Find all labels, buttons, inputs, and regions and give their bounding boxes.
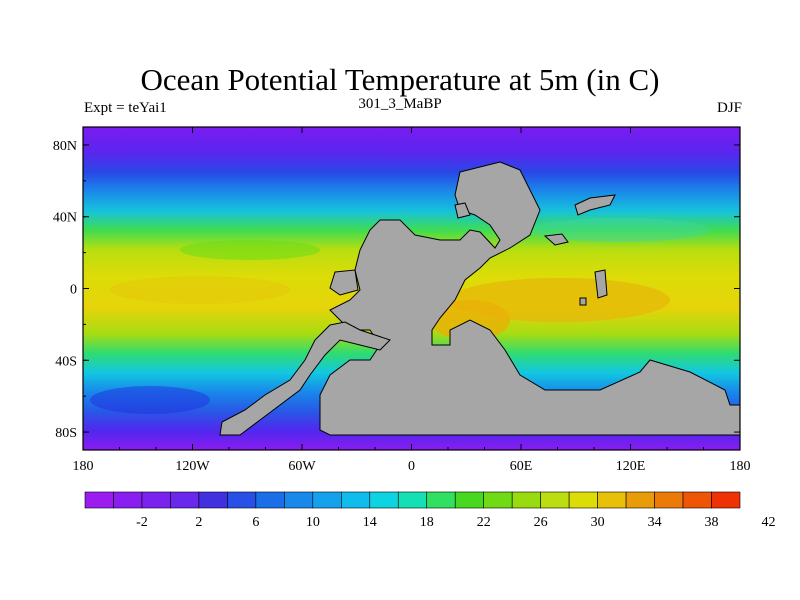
land-island-small — [594, 269, 608, 299]
x-tick-label: 120W — [175, 459, 210, 474]
y-tick-label: 40N — [53, 211, 77, 226]
colorbar-label: 18 — [420, 515, 434, 530]
land-masses — [219, 161, 741, 436]
colorbar-swatch — [141, 491, 171, 509]
colorbar-label: 10 — [306, 515, 320, 530]
colorbar-swatch — [84, 491, 114, 509]
colorbar-swatch — [113, 491, 143, 509]
colorbar-swatch — [625, 491, 655, 509]
colorbar-swatch — [597, 491, 627, 509]
colorbar-swatch — [540, 491, 570, 509]
x-tick-label: 120E — [616, 459, 646, 474]
colorbar-swatch — [255, 491, 285, 509]
colorbar: -2 2 6 10 14 18 22 26 30 34 38 42 — [84, 491, 775, 530]
colorbar-label: 34 — [648, 515, 662, 530]
plot-title: Ocean Potential Temperature at 5m (in C) — [140, 62, 660, 97]
y-tick-label: 40S — [55, 354, 77, 369]
land-island-north — [543, 233, 569, 246]
colorbar-swatch — [284, 491, 314, 509]
land-isle-gulf — [329, 269, 359, 296]
colorbar-swatch — [397, 491, 428, 509]
colorbar-label: 2 — [195, 515, 202, 530]
experiment-label: Expt = teYai1 — [84, 100, 167, 116]
land-island-tiny — [579, 297, 587, 306]
y-tick-label: 0 — [70, 283, 77, 298]
y-tick-label: 80S — [55, 426, 77, 441]
land-island-east — [574, 194, 616, 216]
colorbar-label: 6 — [252, 515, 259, 530]
colorbar-swatch — [711, 491, 741, 509]
season-label: DJF — [716, 100, 742, 116]
colorbar-swatch — [341, 491, 371, 509]
colorbar-label: 14 — [363, 515, 377, 530]
land-isle-2 — [454, 202, 471, 219]
colorbar-swatch — [312, 491, 342, 509]
colorbar-label: 42 — [761, 515, 775, 530]
x-tick-label: 180 — [730, 459, 751, 474]
colorbar-swatch — [654, 491, 684, 509]
x-tick-label: 0 — [408, 459, 415, 474]
colorbar-label: 22 — [477, 515, 491, 530]
x-tick-label: 180 — [73, 459, 94, 474]
time-label: 301_3_MaBP — [358, 96, 442, 112]
x-tick-label: 60W — [288, 459, 316, 474]
colorbar-label: 30 — [591, 515, 605, 530]
colorbar-label: -2 — [136, 515, 148, 530]
y-tick-label: 80N — [53, 139, 77, 154]
colorbar-swatch — [227, 491, 257, 509]
colorbar-swatch — [454, 491, 484, 509]
colorbar-swatch — [682, 491, 712, 509]
colorbar-label: 38 — [705, 515, 719, 530]
land-peninsula-west — [219, 321, 391, 436]
colorbar-label: 26 — [534, 515, 548, 530]
colorbar-swatch — [568, 491, 598, 509]
colorbar-swatch — [198, 491, 228, 509]
map-axes: 180 120W 60W 0 60E 120E 180 80N 40N 0 40S 80S — [53, 127, 751, 474]
colorbar-swatch — [170, 491, 200, 509]
colorbar-swatch — [483, 491, 513, 509]
colorbar-swatch — [426, 491, 456, 509]
land-main — [319, 161, 741, 436]
colorbar-swatch — [369, 491, 399, 509]
colorbar-swatch — [511, 491, 541, 509]
x-tick-label: 60E — [510, 459, 533, 474]
